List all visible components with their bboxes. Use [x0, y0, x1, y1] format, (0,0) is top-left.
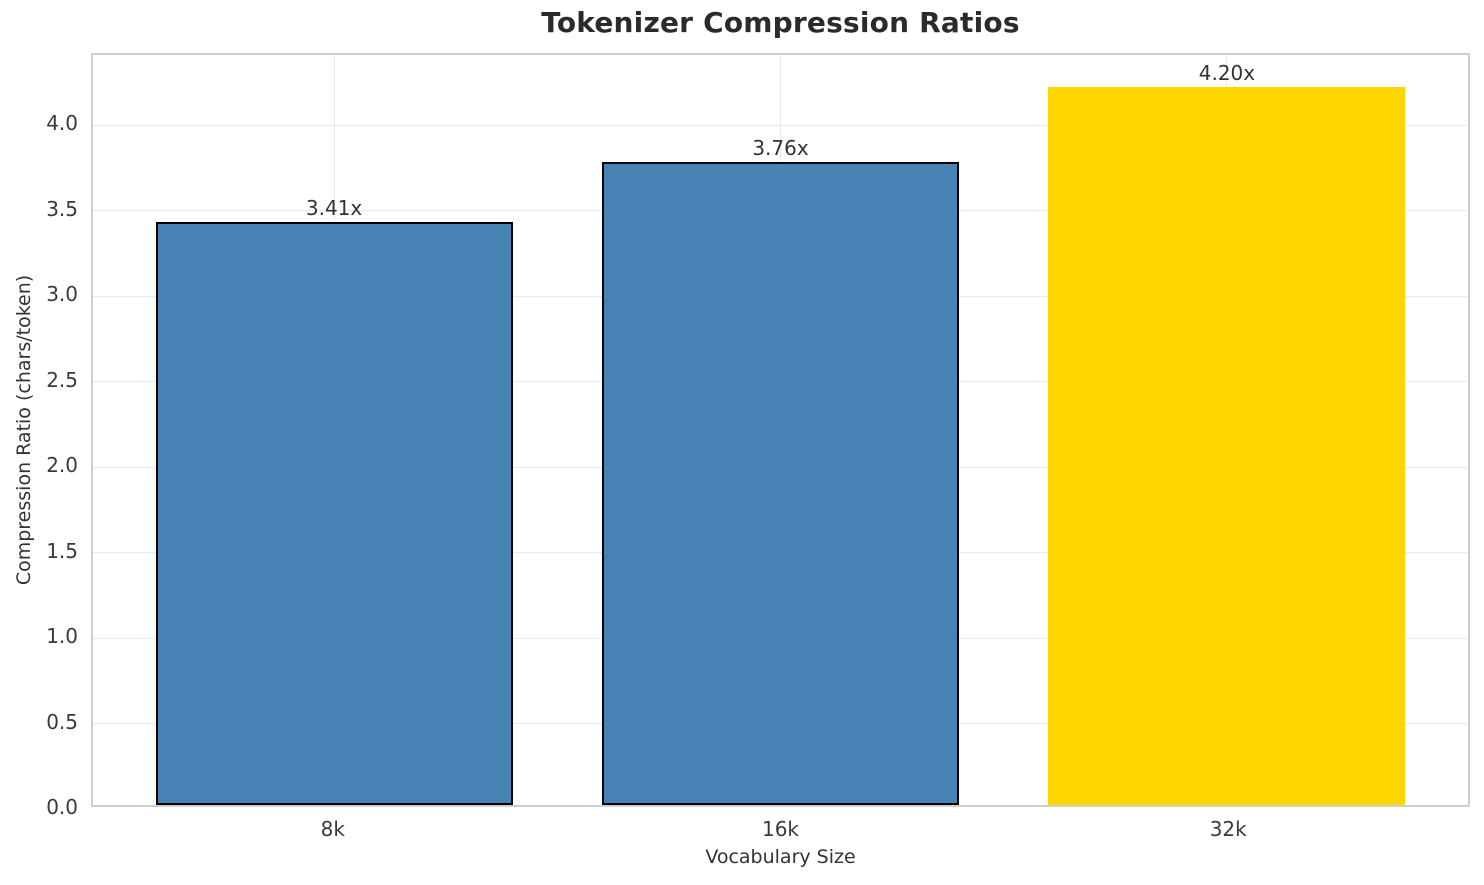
y-tick-label: 0.5	[46, 709, 78, 734]
bar-value-label: 3.76x	[752, 136, 809, 161]
bar-value-label: 4.20x	[1198, 60, 1256, 85]
y-tick-label: 3.5	[46, 196, 78, 221]
x-tick-label-8k: 8k	[320, 817, 345, 841]
y-tick-label: 2.0	[46, 453, 78, 478]
y-tick-label: 1.0	[46, 624, 78, 649]
bar-8k	[155, 221, 513, 805]
x-tick-label-16k: 16k	[761, 817, 800, 841]
y-tick-label: 3.0	[46, 282, 78, 307]
chart-title: Tokenizer Compression Ratios	[541, 6, 1020, 39]
bar-value-label: 3.41x	[305, 195, 363, 220]
y-tick-label: 1.5	[46, 538, 78, 563]
y-tick-label: 2.5	[46, 367, 78, 392]
y-tick-label: 0.0	[46, 795, 78, 819]
x-tick-label-32k: 32k	[1209, 817, 1247, 841]
bar-32k	[1048, 86, 1406, 805]
bar-16k	[601, 162, 960, 805]
plot-area: 3.41x 3.76x 4.20x	[91, 53, 1470, 807]
x-axis-label: Vocabulary Size	[705, 846, 856, 868]
y-tick-label: 4.0	[46, 111, 78, 136]
